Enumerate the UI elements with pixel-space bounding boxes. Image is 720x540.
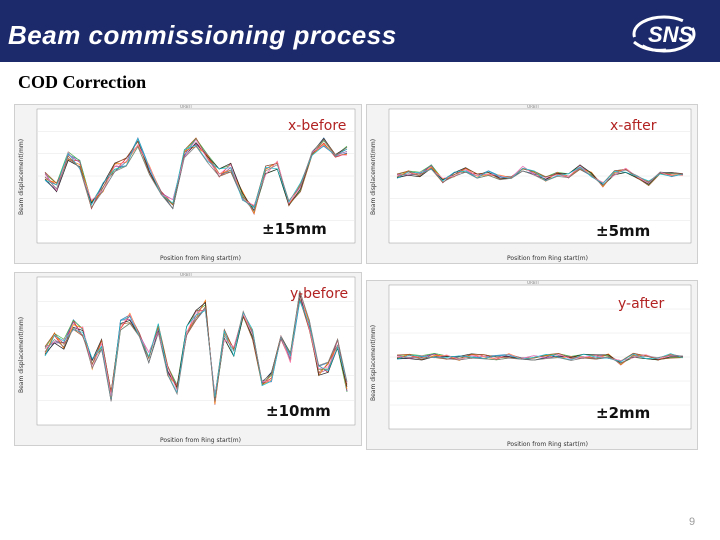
x-axis-title: Position from Ring start(m) bbox=[507, 441, 588, 448]
y-before-panel: ORBIT Position from Ring start(m) Beam d… bbox=[14, 272, 362, 446]
y-axis-title: Beam displacement(mm) bbox=[370, 139, 377, 215]
orbit-trace bbox=[44, 299, 348, 401]
y-after-panel: ORBIT Position from Ring start(m) Beam d… bbox=[366, 280, 698, 450]
orbit-trace bbox=[396, 168, 684, 186]
orbit-trace bbox=[44, 290, 348, 396]
logo-text: SNS bbox=[648, 22, 694, 47]
x-after-plot: ORBIT Position from Ring start(m) Beam d… bbox=[370, 105, 692, 262]
x-before-panel: ORBIT Position from Ring start(m) Beam d… bbox=[14, 104, 362, 264]
orbit-trace bbox=[396, 352, 684, 362]
slide-title: Beam commissioning process bbox=[8, 20, 397, 50]
sns-logo: SNS bbox=[632, 15, 696, 53]
y-axis-title: Beam displacement(mm) bbox=[18, 139, 25, 215]
x-before-range: ±15mm bbox=[262, 220, 327, 238]
section-subtitle: COD Correction bbox=[18, 72, 147, 92]
orbit-trace bbox=[396, 353, 684, 361]
x-axis-title: Position from Ring start(m) bbox=[160, 437, 241, 444]
y-after-label: y-after bbox=[618, 296, 665, 312]
plot-title-mark: ORBIT bbox=[180, 273, 193, 277]
x-axis-title: Position from Ring start(m) bbox=[160, 255, 241, 262]
orbit-trace bbox=[396, 164, 684, 186]
page-number: 9 bbox=[689, 516, 696, 528]
y-axis-title: Beam displacement(mm) bbox=[18, 317, 25, 393]
orbit-trace bbox=[44, 137, 348, 208]
x-axis-title: Position from Ring start(m) bbox=[507, 255, 588, 262]
y-axis-title: Beam displacement(mm) bbox=[370, 325, 377, 401]
plot-title-mark: ORBIT bbox=[527, 281, 540, 285]
plot-title-mark: ORBIT bbox=[180, 105, 193, 109]
orbit-trace bbox=[44, 139, 348, 206]
title-bar: Beam commissioning process SNS bbox=[0, 0, 720, 62]
y-before-label: y-before bbox=[290, 286, 349, 302]
x-after-label: x-after bbox=[610, 118, 657, 134]
plot-title-mark: ORBIT bbox=[527, 105, 540, 109]
orbit-trace bbox=[396, 353, 684, 362]
orbit-trace bbox=[44, 139, 348, 212]
orbit-trace bbox=[396, 166, 684, 184]
y-before-range: ±10mm bbox=[266, 402, 331, 420]
orbit-trace bbox=[44, 290, 348, 402]
x-before-plot: ORBIT Position from Ring start(m) Beam d… bbox=[18, 105, 356, 262]
y-after-plot: ORBIT Position from Ring start(m) Beam d… bbox=[370, 281, 692, 448]
x-before-label: x-before bbox=[288, 118, 347, 134]
orbit-trace bbox=[396, 354, 684, 364]
y-before-plot: ORBIT Position from Ring start(m) Beam d… bbox=[18, 273, 356, 444]
x-after-range: ±5mm bbox=[596, 222, 651, 240]
x-after-panel: ORBIT Position from Ring start(m) Beam d… bbox=[366, 104, 698, 264]
y-after-range: ±2mm bbox=[596, 404, 651, 422]
